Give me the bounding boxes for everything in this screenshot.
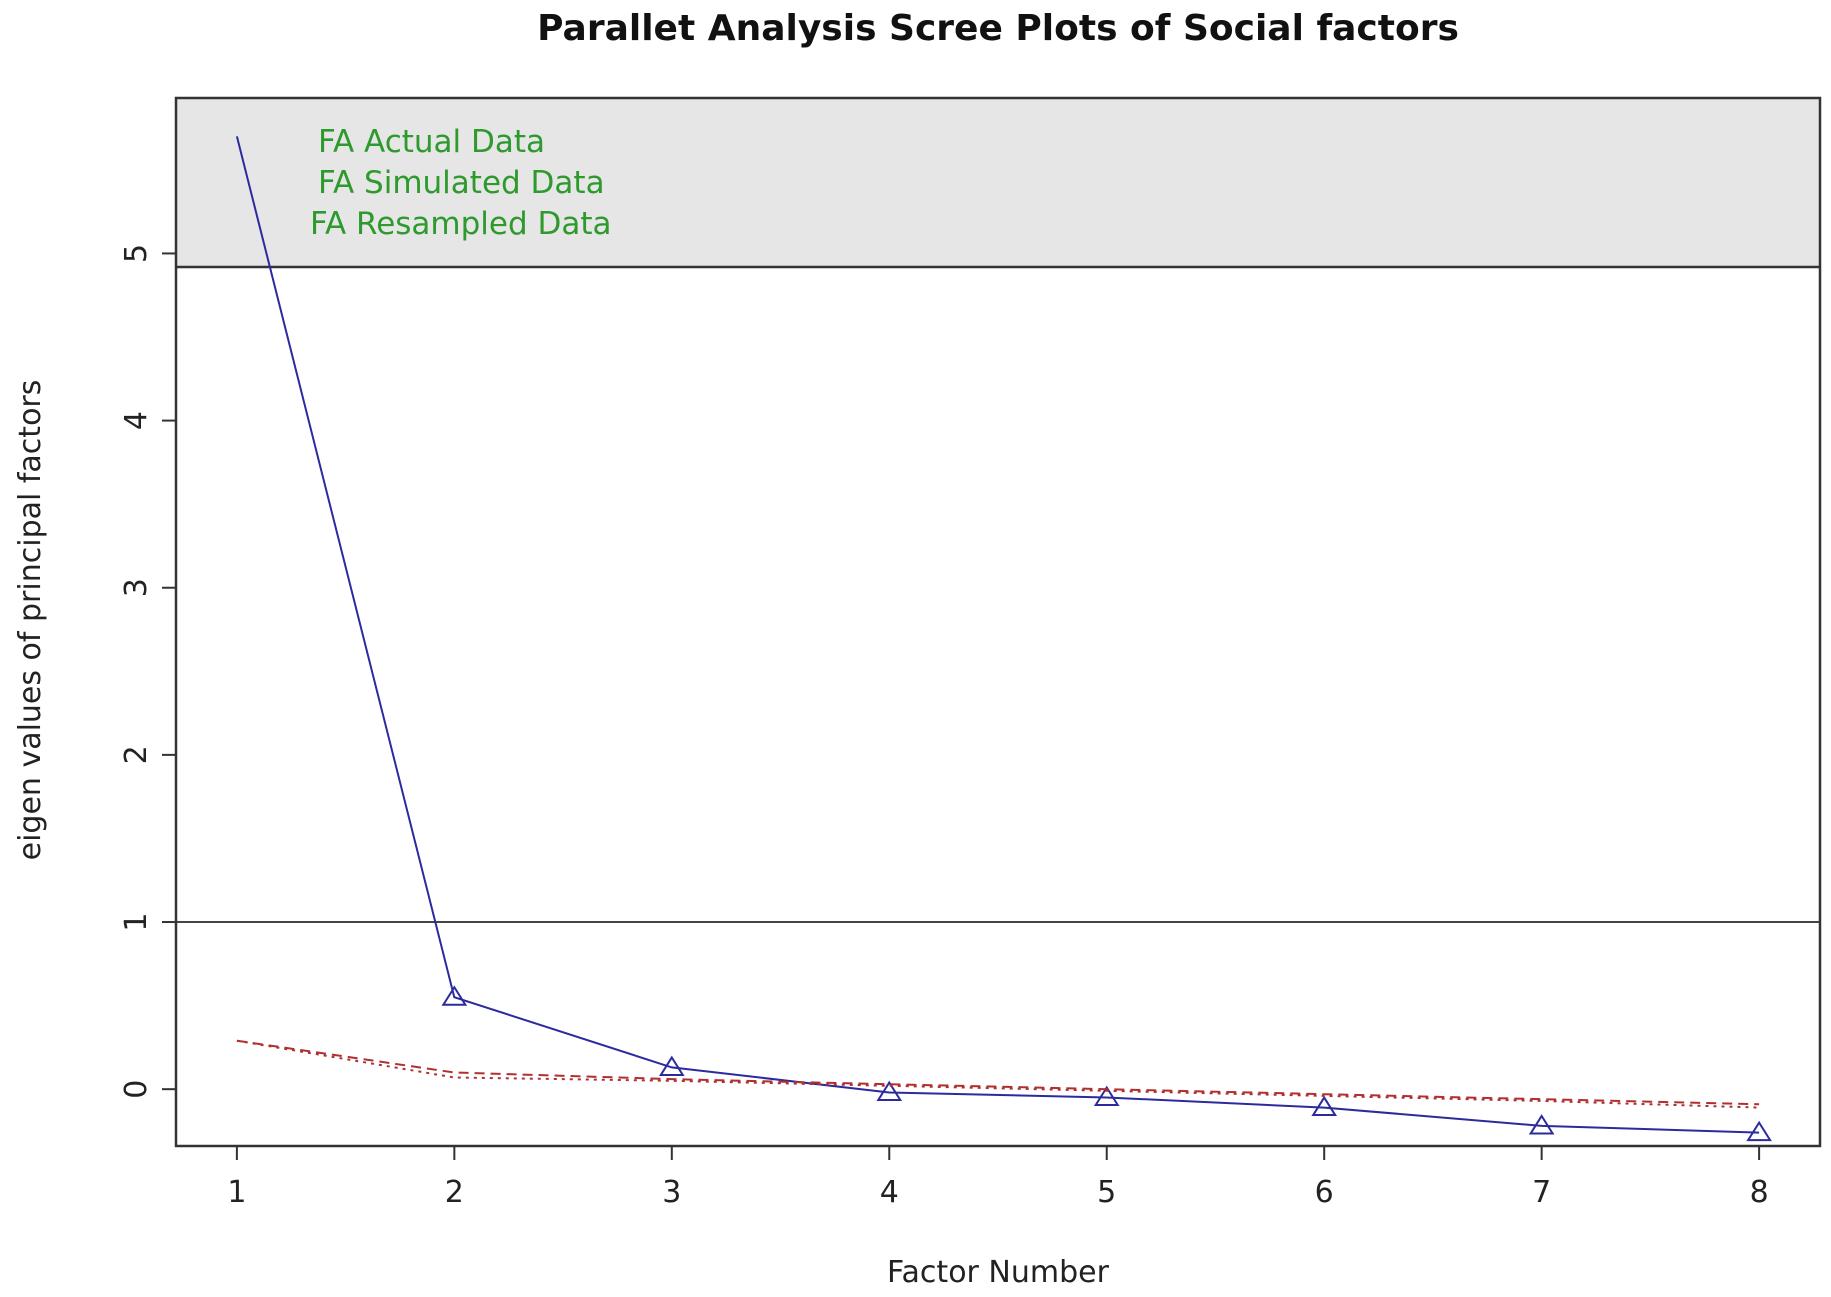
y-tick-label: 4 (119, 411, 154, 430)
x-tick-label: 6 (1315, 1175, 1334, 1210)
y-tick-label: 3 (119, 578, 154, 597)
x-axis: 1 2 3 4 5 6 7 8 (227, 1145, 1769, 1210)
series-line-3 (236, 1039, 1760, 1109)
x-tick-label: 4 (880, 1175, 899, 1210)
y-axis-label: eigen values of principal factors (13, 380, 48, 861)
y-tick-label: 5 (119, 244, 154, 263)
data-point-marker (1528, 1114, 1555, 1135)
y-tick-label: 1 (119, 912, 154, 931)
x-tick-label: 5 (1097, 1175, 1116, 1210)
data-point-marker (1746, 1120, 1772, 1142)
x-axis-label: Factor Number (887, 1255, 1110, 1290)
y-axis: 0 1 2 3 4 5 (119, 244, 176, 1099)
x-tick-label: 2 (445, 1175, 464, 1210)
data-point-marker (1093, 1085, 1120, 1107)
chart-title: Parallet Analysis Scree Plots of Social … (537, 8, 1459, 49)
legend-background (176, 98, 1820, 267)
data-point-marker (658, 1055, 685, 1076)
x-tick-label: 8 (1750, 1175, 1769, 1210)
x-tick-label: 3 (662, 1175, 681, 1210)
x-tick-label: 1 (227, 1175, 246, 1210)
data-point-marker (1311, 1095, 1338, 1117)
x-tick-label: 7 (1532, 1175, 1551, 1210)
series-line-2 (236, 1039, 1760, 1106)
plot-area (176, 136, 1820, 1142)
data-point-marker (441, 985, 468, 1006)
series-line-1 (235, 136, 1760, 1134)
legend: FA Actual Data FA Simulated Data FA Resamp… (176, 98, 1820, 269)
legend-entry: FA Resampled Data (310, 206, 612, 242)
data-point-marker (876, 1080, 903, 1102)
legend-entry: FA Actual Data (318, 124, 545, 160)
legend-entry: FA Simulated Data (318, 165, 605, 201)
y-tick-label: 2 (119, 745, 154, 764)
y-tick-label: 0 (119, 1080, 154, 1099)
